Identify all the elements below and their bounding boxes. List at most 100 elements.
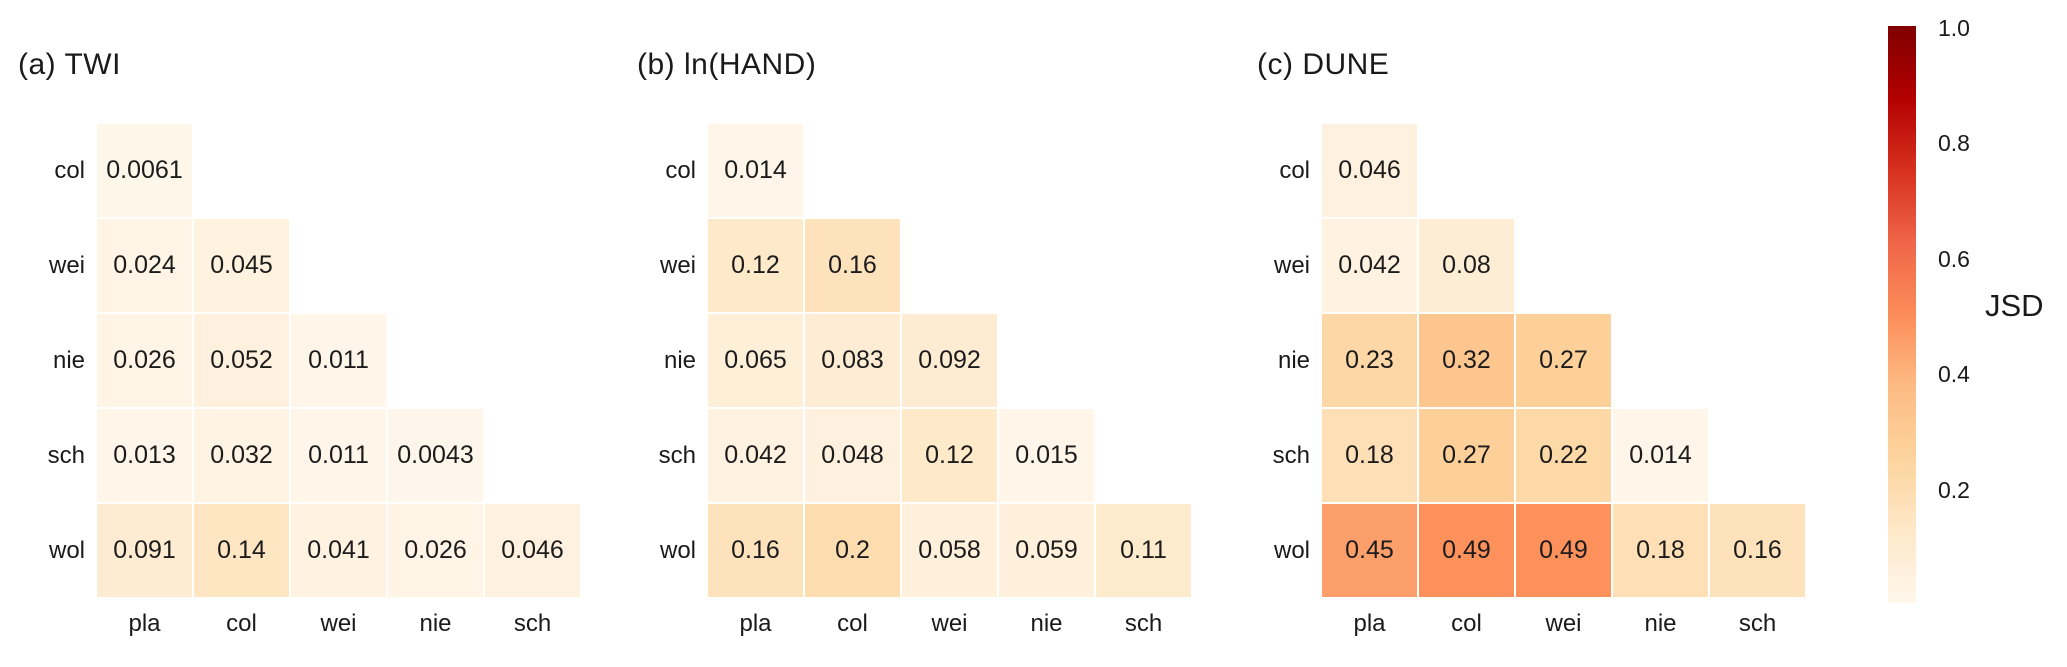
- heatmap-cell-empty: [388, 314, 483, 407]
- heatmap-cell: 0.18: [1322, 409, 1417, 502]
- heatmap-cell: 0.026: [97, 314, 192, 407]
- heatmap-cell: 0.16: [805, 219, 900, 312]
- panel-title: (b) ln(HAND): [637, 48, 817, 81]
- heatmap-cell: 0.27: [1419, 409, 1514, 502]
- heatmap-cell: 0.026: [388, 504, 483, 597]
- x-axis-label: col: [226, 610, 257, 637]
- heatmap-cell: 0.014: [708, 124, 803, 217]
- heatmap-grid: 0.046 0.042 0.08 0.23 0.32 0.27 0.18 0.27 0.22 0.…: [1322, 124, 1805, 597]
- heatmap-cell-empty: [1096, 314, 1191, 407]
- heatmap-cell: 0.091: [97, 504, 192, 597]
- heatmap-cell: 0.014: [1613, 409, 1708, 502]
- y-axis-label: wei: [1273, 252, 1310, 279]
- x-axis-label: sch: [1124, 610, 1163, 637]
- colorbar-tick-label: 0.4: [1938, 361, 1970, 388]
- heatmap-cell: 0.16: [708, 504, 803, 597]
- y-axis-label: wol: [659, 537, 696, 564]
- colorbar-tick-label: 0.8: [1938, 130, 1970, 157]
- heatmap-cell-empty: [194, 124, 289, 217]
- heatmap-grid: 0.0061 0.024 0.045 0.026 0.052 0.011 0.013 0.03…: [97, 124, 580, 597]
- heatmap-cell: 0.083: [805, 314, 900, 407]
- heatmap-cell: 0.16: [1710, 504, 1805, 597]
- heatmap-cell: 0.092: [902, 314, 997, 407]
- heatmap-cell: 0.12: [708, 219, 803, 312]
- heatmap-cell: 0.27: [1516, 314, 1611, 407]
- heatmap-cell-empty: [291, 219, 386, 312]
- heatmap-cell-empty: [1096, 409, 1191, 502]
- heatmap-cell-empty: [1516, 124, 1611, 217]
- x-axis-label: nie: [1030, 610, 1063, 637]
- heatmap-cell-empty: [1710, 314, 1805, 407]
- heatmap-cell-empty: [485, 124, 580, 217]
- y-axis-label: col: [54, 157, 85, 184]
- heatmap-cell: 0.046: [485, 504, 580, 597]
- heatmap-panel-b: (b) ln(HAND) 0.014 0.12 0.16 0.065 0.083 0.09…: [611, 0, 1211, 667]
- y-axis-label: wei: [48, 252, 85, 279]
- heatmap-cell: 0.015: [999, 409, 1094, 502]
- x-axis-label: col: [837, 610, 868, 637]
- heatmap-cell: 0.032: [194, 409, 289, 502]
- x-axis-labels: pla col wei nie sch: [97, 610, 580, 638]
- y-axis-label: wol: [48, 537, 85, 564]
- x-axis-label: sch: [513, 610, 552, 637]
- colorbar-tick-label: 0.6: [1938, 245, 1970, 272]
- heatmap-cell-empty: [388, 124, 483, 217]
- heatmap-cell: 0.45: [1322, 504, 1417, 597]
- heatmap-cell-empty: [1710, 124, 1805, 217]
- heatmap-cell: 0.32: [1419, 314, 1514, 407]
- heatmap-cell: 0.042: [708, 409, 803, 502]
- heatmap-cell-empty: [1419, 124, 1514, 217]
- heatmap-cell-empty: [291, 124, 386, 217]
- heatmap-cell: 0.024: [97, 219, 192, 312]
- heatmap-cell: 0.046: [1322, 124, 1417, 217]
- x-axis-label: sch: [1738, 610, 1777, 637]
- x-axis-label: pla: [1353, 610, 1386, 637]
- x-axis-label: col: [1451, 610, 1482, 637]
- heatmap-cell-empty: [902, 124, 997, 217]
- heatmap-cell-empty: [1516, 219, 1611, 312]
- heatmap-cell: 0.23: [1322, 314, 1417, 407]
- heatmap-cell-empty: [999, 314, 1094, 407]
- y-axis-label: col: [1279, 157, 1310, 184]
- heatmap-cell: 0.065: [708, 314, 803, 407]
- y-axis-label: nie: [52, 347, 85, 374]
- heatmap-cell: 0.059: [999, 504, 1094, 597]
- x-axis-label: pla: [128, 610, 161, 637]
- heatmap-cell-empty: [485, 409, 580, 502]
- y-axis-label: sch: [1272, 442, 1310, 469]
- heatmap-cell-empty: [805, 124, 900, 217]
- colorbar-tick-label: 1.0: [1938, 15, 1970, 41]
- heatmap-cell: 0.11: [1096, 504, 1191, 597]
- y-axis-label: wei: [659, 252, 696, 279]
- heatmap-panel-a: (a) TWI 0.0061 0.024 0.045 0.026 0.052 0.011 0…: [0, 0, 600, 667]
- heatmap-cell: 0.058: [902, 504, 997, 597]
- heatmap-cell: 0.041: [291, 504, 386, 597]
- heatmap-cell-empty: [1710, 219, 1805, 312]
- heatmap-cell: 0.0043: [388, 409, 483, 502]
- y-axis-label: col: [665, 157, 696, 184]
- heatmap-cell: 0.052: [194, 314, 289, 407]
- y-axis-label: sch: [47, 442, 85, 469]
- heatmap-cell: 0.045: [194, 219, 289, 312]
- heatmap-cell: 0.08: [1419, 219, 1514, 312]
- x-axis-labels: pla col wei nie sch: [1322, 610, 1805, 638]
- heatmap-cell-empty: [1096, 124, 1191, 217]
- heatmap-cell-empty: [1096, 219, 1191, 312]
- heatmap-cell: 0.22: [1516, 409, 1611, 502]
- heatmap-cell: 0.49: [1419, 504, 1514, 597]
- heatmap-cell: 0.14: [194, 504, 289, 597]
- colorbar: 1.0 0.8 0.6 0.4 0.2 JSD: [1888, 15, 2067, 636]
- x-axis-label: wei: [931, 610, 968, 637]
- heatmap-cell: 0.18: [1613, 504, 1708, 597]
- heatmap-cell: 0.011: [291, 314, 386, 407]
- heatmap-cell-empty: [485, 219, 580, 312]
- panel-title: (c) DUNE: [1257, 48, 1390, 81]
- panel-title: (a) TWI: [18, 48, 121, 81]
- heatmap-cell-empty: [999, 124, 1094, 217]
- heatmap-cell-empty: [1613, 314, 1708, 407]
- x-axis-label: nie: [419, 610, 452, 637]
- x-axis-label: nie: [1644, 610, 1677, 637]
- heatmap-cell-empty: [1613, 124, 1708, 217]
- colorbar-gradient: [1888, 26, 1916, 603]
